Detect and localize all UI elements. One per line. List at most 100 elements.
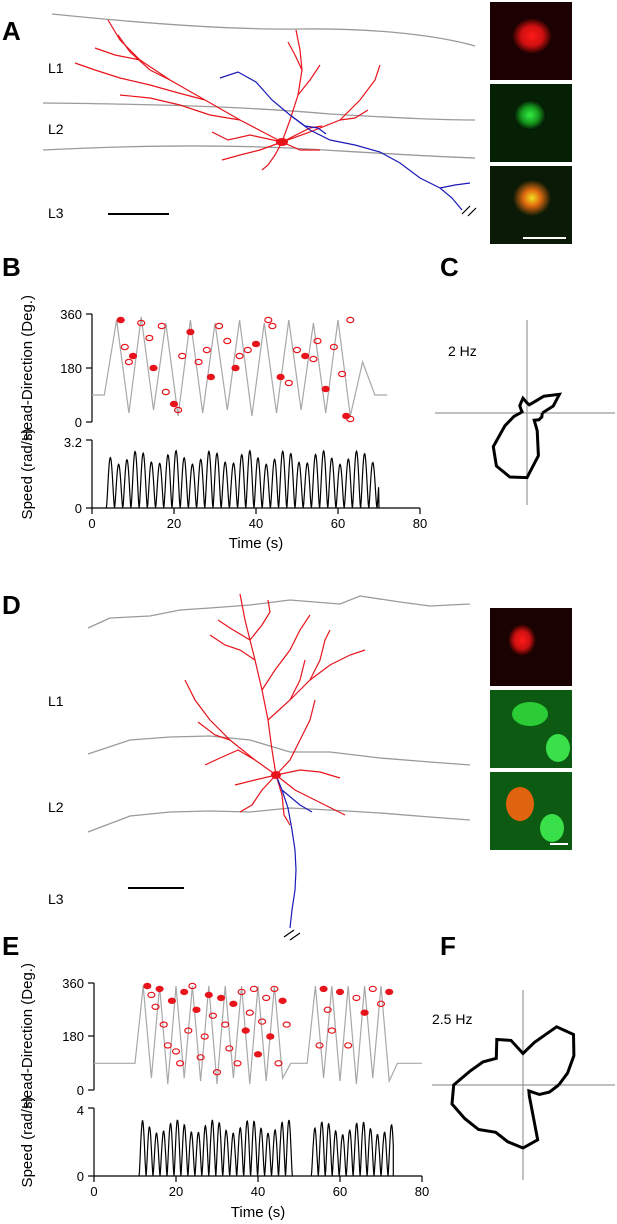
panel-e-speed-tick-4: 4: [77, 1103, 84, 1118]
panel-e-hd-tick-0: 0: [77, 1083, 84, 1098]
panel-e-spike: [155, 985, 164, 993]
panel-e-spike: [282, 1021, 291, 1028]
panel-b-spike: [268, 322, 277, 330]
panel-b-spike: [206, 373, 215, 381]
panel-b-spike: [120, 343, 129, 351]
panel-e-spike: [237, 988, 246, 996]
panel-a-neuron-axon: [219, 71, 471, 211]
panel-e-spike: [249, 985, 258, 993]
panel-e-spike: [274, 1060, 283, 1067]
panel-b-spike: [128, 352, 138, 360]
panel-b-spike: [292, 346, 302, 354]
panel-e-hd-tick-180: 180: [62, 1029, 84, 1044]
panel-d-soma: [271, 771, 281, 779]
panel-b-spike: [284, 379, 293, 387]
panel-b-spike: [243, 346, 252, 354]
panel-a-micrographs: [490, 2, 572, 244]
panel-d-layer-l1: L1: [48, 693, 64, 709]
panel-e-x-tick-40: 40: [251, 1184, 265, 1199]
panel-a-axon-break-mark: [461, 205, 477, 217]
panel-e-spike: [278, 997, 287, 1005]
panel-d-axon-break-mark: [283, 929, 301, 941]
panel-b-speed-tick-3-2: 3.2: [64, 435, 82, 450]
panel-b-x-tick-20: 20: [167, 516, 181, 531]
panel-e-spike: [159, 1021, 168, 1028]
panel-e-spike: [245, 1009, 254, 1016]
panel-e-spike: [376, 1000, 386, 1008]
panel-b-spike: [346, 415, 355, 423]
panel-c-rate: 2 Hz: [448, 343, 477, 359]
panel-e-spike: [233, 1060, 242, 1067]
panel-e-x-tick-0: 0: [90, 1184, 97, 1199]
panel-b-spike: [215, 322, 224, 330]
panel-d-micrographs: [490, 608, 572, 850]
panel-b-x-tick-80: 80: [413, 516, 427, 531]
panel-e-spike: [262, 994, 271, 1002]
panel-b-spike: [223, 337, 232, 345]
panel-a-neuron-dendrites: [74, 19, 381, 171]
panel-b-hd-axis: [86, 313, 93, 423]
panel-b-speed-axes: [86, 439, 421, 514]
panel-e-spike: [196, 1054, 205, 1061]
panel-e-speed-ylabel: Speed (rad/s): [19, 1097, 36, 1188]
panel-b-spike: [329, 343, 338, 351]
panel-b-spike: [276, 373, 285, 381]
panel-e-x-tick-60: 60: [333, 1184, 347, 1199]
panel-b-spike: [194, 358, 203, 366]
panel-e-spike: [171, 1048, 181, 1055]
panel-e-spike: [167, 997, 176, 1005]
panel-e-spikes: [143, 982, 394, 1076]
panel-e-spike: [176, 1060, 185, 1067]
panel-e-spike: [335, 988, 345, 996]
panel-b-hd-tick-0: 0: [75, 415, 82, 430]
panel-e-hd-ylabel: Head-Direction (Deg.): [19, 963, 36, 1109]
panel-e-spike: [241, 1027, 250, 1034]
panel-e-spike: [344, 1042, 353, 1049]
panel-c-polar-plot: [491, 392, 563, 480]
panel-e-spike: [323, 1006, 332, 1014]
panel-e-xlabel: Time (s): [231, 1204, 285, 1221]
panel-label-d: D: [2, 590, 21, 620]
panel-b-spike: [235, 352, 244, 360]
panel-a-layer-l1: L1: [48, 60, 64, 76]
panel-e-hd-tick-360: 360: [62, 976, 84, 991]
panel-d-neuron-dendrites: [184, 593, 366, 826]
panel-b-hd-trace: [92, 316, 388, 417]
panel-e-spike: [229, 1000, 238, 1008]
panel-e-spike: [163, 1042, 172, 1049]
panel-label-a: A: [2, 16, 21, 46]
panel-a-soma: [276, 138, 288, 146]
panel-b-spike: [264, 316, 273, 324]
panel-a-layer-l2: L2: [48, 121, 64, 137]
panel-b-spike: [231, 364, 240, 372]
panel-b-spike: [116, 316, 125, 324]
panel-e-hd-axis: [88, 982, 95, 1091]
panel-f-polar-plot: [450, 1025, 576, 1150]
panel-e-hd-trace: [94, 985, 422, 1085]
panel-b-speed-ylabel: Speed (rad/s): [19, 429, 36, 520]
panel-b-speed-trace: [105, 449, 380, 509]
panel-e-spike: [352, 994, 361, 1002]
panel-d-layer-boundaries: [87, 595, 471, 833]
panel-e-spike: [221, 1021, 230, 1028]
panel-e-x-tick-20: 20: [169, 1184, 183, 1199]
panel-d-layer-l2: L2: [48, 799, 64, 815]
panel-b-hd-tick-180: 180: [60, 361, 82, 376]
panel-b-spike: [157, 322, 166, 330]
panel-e-x-tick-80: 80: [415, 1184, 429, 1199]
panel-b-spike: [346, 316, 355, 324]
panel-e-speed-trace: [138, 1119, 394, 1177]
panel-c-polar-axes: [435, 320, 615, 505]
panel-b-x-tick-0: 0: [88, 516, 95, 531]
panel-b-spike: [137, 319, 146, 327]
panel-b-spikes: [116, 316, 355, 423]
panel-label-b: B: [2, 252, 21, 282]
panel-label-e: E: [2, 931, 19, 961]
panel-e-spike: [204, 991, 213, 999]
panel-e-spike: [360, 1009, 369, 1016]
panel-b-spike: [124, 358, 133, 366]
panel-b-spike: [149, 364, 158, 372]
panel-e-speed-tick-0: 0: [77, 1169, 84, 1184]
panel-e-spike: [368, 985, 377, 993]
panel-e-spike: [192, 1006, 201, 1014]
